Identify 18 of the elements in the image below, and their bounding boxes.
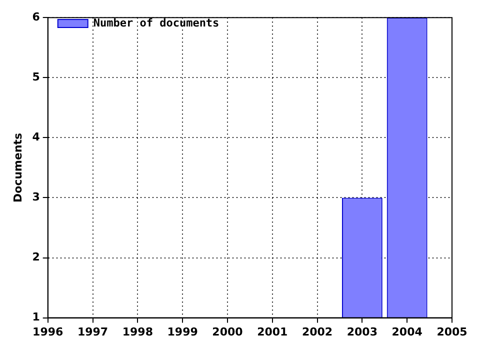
x-tick-label: 1996 (32, 325, 64, 338)
y-tick-label: 5 (32, 70, 40, 84)
x-tick-label: 2001 (257, 325, 288, 338)
x-tick-label: 2002 (302, 325, 333, 338)
x-tick-label: 1997 (77, 325, 108, 338)
x-tick-label: 1999 (167, 325, 198, 338)
x-tick-label: 2004 (392, 325, 423, 338)
y-tick-label: 2 (32, 250, 40, 264)
y-tick-label: 1 (32, 310, 40, 324)
y-tick-label: 4 (32, 130, 40, 144)
y-tick-label: 6 (32, 10, 40, 24)
x-tick-label: 1998 (122, 325, 153, 338)
y-tick-label: 3 (32, 190, 40, 204)
x-tick-label: 2005 (436, 325, 468, 338)
x-tick-label: 2003 (346, 325, 378, 338)
y-axis-title: Documents (11, 132, 24, 203)
legend-label: Number of documents (93, 16, 220, 30)
x-tick-label: 2000 (212, 325, 244, 338)
